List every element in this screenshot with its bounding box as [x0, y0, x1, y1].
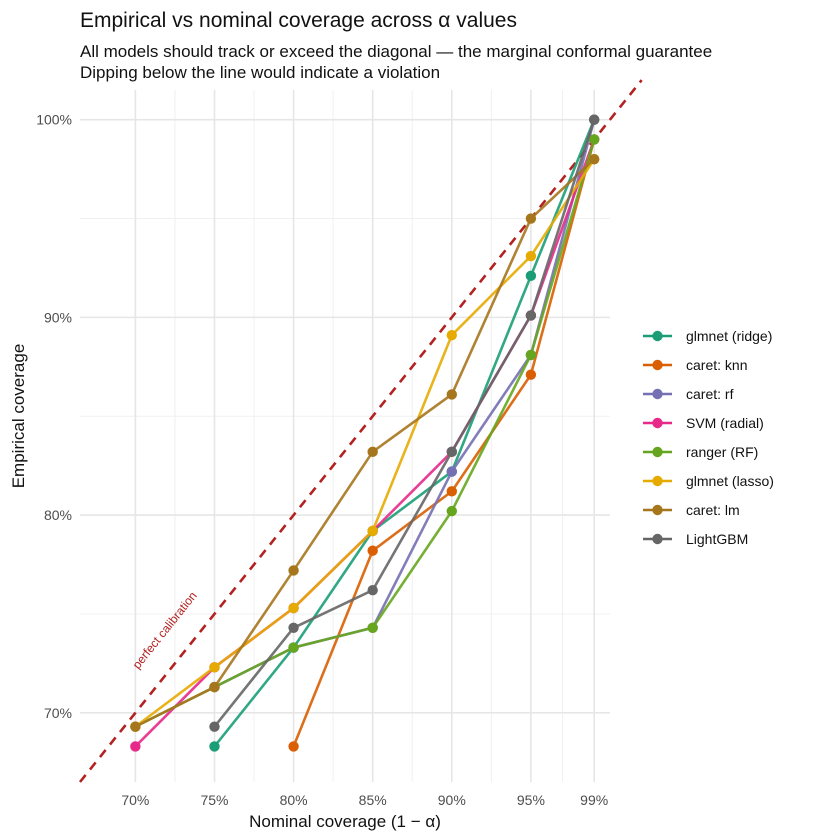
series-point-ranger-rf — [288, 642, 299, 653]
legend-key-point — [652, 504, 663, 516]
grid-lines — [80, 90, 610, 782]
x-tick-label: 90% — [438, 792, 466, 808]
chart-title: Empirical vs nominal coverage across α v… — [80, 9, 517, 32]
legend-entry: glmnet (lasso) — [643, 473, 774, 489]
series-point-glmnet-lasso — [446, 329, 457, 341]
legend-key-point — [652, 359, 663, 371]
series-point-caret-knn — [288, 741, 299, 752]
legend-key-point — [652, 417, 663, 429]
legend-label: ranger (RF) — [686, 444, 758, 460]
y-tick-label: 100% — [36, 112, 72, 128]
series-point-caret-knn — [525, 369, 537, 380]
series-point-caret-lm — [367, 446, 378, 458]
legend-label: LightGBM — [686, 531, 748, 547]
legend: glmnet (ridge) caret: knn caret: rf SVM (ra… — [643, 328, 774, 547]
x-axis-ticks: 70% 75% 80% 85% 90% 95% 99% — [121, 792, 608, 808]
series-point-ranger-rf — [525, 349, 537, 361]
reference-diagonal-line — [78, 79, 643, 783]
perfect-calibration-label: perfect calibration — [130, 589, 200, 672]
legend-label: glmnet (lasso) — [686, 473, 774, 489]
series-line-glmnet-ridge — [213, 119, 596, 748]
y-axis-ticks: 70% 80% 90% 100% — [36, 112, 72, 721]
series-point-lightgbm — [367, 585, 378, 596]
reference-line-group: perfect calibration — [78, 79, 643, 783]
series-point-lightgbm — [446, 446, 457, 458]
legend-label: caret: lm — [686, 502, 740, 518]
legend-entry: glmnet (ridge) — [643, 328, 772, 344]
series-point-lightgbm — [525, 310, 537, 321]
x-tick-label: 85% — [359, 792, 387, 808]
legend-entry: caret: knn — [643, 357, 747, 373]
chart-subtitle-line-2: Dipping below the line would indicate a … — [80, 63, 440, 82]
legend-entry: ranger (RF) — [643, 444, 758, 460]
y-axis-label: Empirical coverage — [9, 344, 28, 489]
legend-label: caret: knn — [686, 357, 747, 373]
series-point-ranger-rf — [588, 134, 600, 145]
series-point-lightgbm — [209, 721, 220, 732]
legend-entry: caret: rf — [643, 386, 734, 402]
series-line-caret-lm — [134, 158, 596, 728]
legend-label: caret: rf — [686, 386, 734, 402]
y-tick-label: 90% — [44, 309, 72, 325]
legend-entry: caret: lm — [643, 502, 740, 518]
series-point-glmnet-lasso — [209, 662, 220, 673]
series-point-caret-knn — [446, 486, 457, 497]
series-line-lightgbm — [213, 119, 596, 728]
series-point-glmnet-ridge — [525, 270, 537, 282]
series-point-caret-rf — [446, 466, 457, 477]
x-axis-label: Nominal coverage (1 − α) — [249, 812, 441, 831]
y-tick-label: 70% — [44, 705, 72, 721]
series-group — [130, 114, 600, 752]
series-point-lightgbm — [288, 622, 299, 633]
series-point-caret-lm — [525, 213, 537, 224]
legend-entry: SVM (radial) — [643, 415, 764, 431]
legend-entry: LightGBM — [643, 531, 748, 547]
series-point-glmnet-lasso — [367, 525, 378, 537]
legend-label: glmnet (ridge) — [686, 328, 772, 344]
x-tick-label: 80% — [280, 792, 308, 808]
x-tick-label: 95% — [517, 792, 545, 808]
x-tick-label: 70% — [121, 792, 149, 808]
series-point-ranger-rf — [446, 505, 457, 517]
legend-key-point — [652, 533, 663, 545]
legend-key-point — [652, 446, 663, 458]
series-point-caret-lm — [288, 565, 299, 576]
series-point-caret-lm — [209, 681, 220, 693]
x-tick-label: 75% — [200, 792, 228, 808]
legend-label: SVM (radial) — [686, 415, 764, 431]
legend-key-point — [652, 388, 663, 400]
series-line-glmnet-lasso — [134, 158, 596, 728]
series-point-ranger-rf — [367, 622, 378, 633]
series-point-glmnet-lasso — [525, 250, 537, 262]
legend-key-point — [652, 475, 663, 487]
legend-key-point — [652, 330, 663, 342]
series-point-caret-lm — [588, 154, 600, 165]
chart-subtitle-line-1: All models should track or exceed the di… — [80, 42, 712, 61]
series-point-caret-lm — [130, 721, 141, 732]
series-point-svm-radial — [130, 741, 141, 752]
series-point-lightgbm — [588, 114, 600, 125]
x-tick-label: 99% — [580, 792, 608, 808]
series-point-caret-lm — [446, 389, 457, 400]
y-tick-label: 80% — [44, 507, 72, 523]
series-point-glmnet-ridge — [209, 741, 220, 752]
series-point-glmnet-lasso — [288, 602, 299, 614]
series-point-caret-knn — [367, 545, 378, 556]
